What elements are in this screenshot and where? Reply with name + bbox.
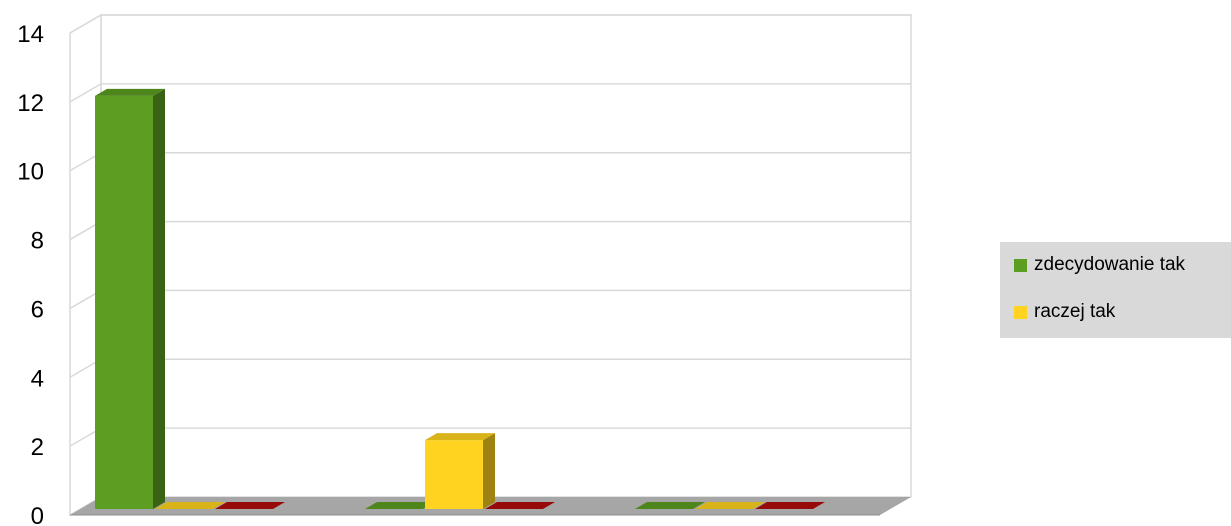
legend-item-zdecydowanie-tak: zdecydowanie tak xyxy=(1014,254,1185,276)
chart-walls xyxy=(69,13,912,517)
y-tick-label-8: 8 xyxy=(31,228,44,255)
bar-zdecydowanie-tak-1 xyxy=(365,502,435,509)
y-tick-label-0: 0 xyxy=(31,503,44,526)
bar-top xyxy=(755,502,825,509)
bar-series-2-2 xyxy=(755,502,825,509)
bar-series-2-0 xyxy=(215,502,285,509)
gridlines xyxy=(69,14,911,447)
bar-top xyxy=(635,502,705,509)
y-tick-label-12: 12 xyxy=(17,90,44,117)
legend-item-raczej-tak: raczej tak xyxy=(1014,301,1115,323)
legend-swatch-zdecydowanie-tak xyxy=(1014,258,1027,272)
y-axis-ticks: 0 2 4 6 8 10 12 14 xyxy=(17,21,44,526)
bar-side xyxy=(153,88,165,509)
back-wall xyxy=(100,14,912,498)
bar-zdecydowanie-tak-0 xyxy=(95,88,165,509)
bar-top xyxy=(95,88,165,96)
y-tick-label-2: 2 xyxy=(31,434,44,461)
legend-swatch-raczej-tak xyxy=(1014,305,1027,319)
bar-top xyxy=(695,502,765,509)
y-tick-label-10: 10 xyxy=(17,159,44,186)
bar-front xyxy=(95,95,153,509)
bar-raczej-tak-2 xyxy=(695,502,765,509)
y-tick-label-14: 14 xyxy=(17,21,44,48)
legend-label-zdecydowanie-tak: zdecydowanie tak xyxy=(1034,254,1186,275)
bar-top xyxy=(215,502,285,509)
bar-top xyxy=(485,502,555,509)
bar-top xyxy=(425,433,495,441)
y-tick-label-6: 6 xyxy=(31,296,44,323)
bar-raczej-tak-1 xyxy=(425,433,495,509)
y-tick-label-4: 4 xyxy=(31,365,44,392)
bars xyxy=(95,88,825,509)
bar-raczej-tak-0 xyxy=(155,502,225,509)
legend-label-raczej-tak: raczej tak xyxy=(1034,301,1116,322)
bar-zdecydowanie-tak-2 xyxy=(635,502,705,509)
gridline-side-14 xyxy=(69,14,102,34)
bar-top xyxy=(365,502,435,509)
gridline-side-12 xyxy=(69,83,102,103)
bar-front xyxy=(425,440,483,509)
bar-series-2-1 xyxy=(485,502,555,509)
legend: zdecydowanie tak raczej tak xyxy=(1000,242,1231,338)
bar-top xyxy=(155,502,225,509)
bar-side xyxy=(483,433,495,509)
